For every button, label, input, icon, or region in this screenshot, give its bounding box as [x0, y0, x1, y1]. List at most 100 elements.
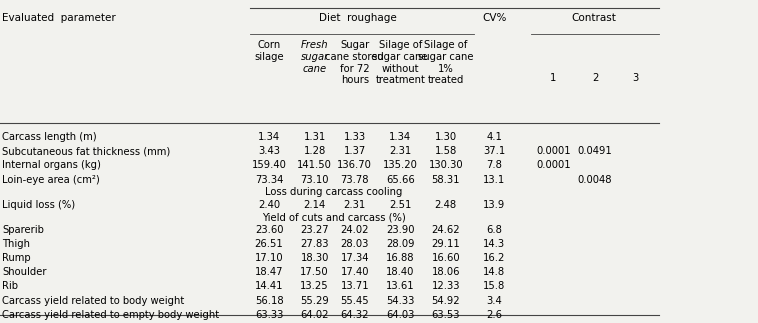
Text: Rib: Rib [2, 281, 18, 291]
Text: 18.47: 18.47 [255, 267, 283, 277]
Text: 14.8: 14.8 [483, 267, 506, 277]
Text: 159.40: 159.40 [252, 161, 287, 171]
Text: 136.70: 136.70 [337, 161, 372, 171]
Text: 23.90: 23.90 [386, 224, 415, 234]
Text: 64.02: 64.02 [300, 310, 329, 320]
Text: 24.62: 24.62 [431, 224, 460, 234]
Text: Diet  roughage: Diet roughage [319, 13, 396, 23]
Text: 64.32: 64.32 [340, 310, 369, 320]
Text: 17.40: 17.40 [340, 267, 369, 277]
Text: 73.78: 73.78 [340, 175, 369, 185]
Text: 2.51: 2.51 [389, 200, 412, 210]
Text: Yield of cuts and carcass (%): Yield of cuts and carcass (%) [262, 212, 406, 222]
Text: 0.0048: 0.0048 [578, 175, 612, 185]
Text: 18.40: 18.40 [386, 267, 415, 277]
Text: Corn
silage: Corn silage [254, 40, 284, 62]
Text: 63.33: 63.33 [255, 310, 283, 320]
Text: 23.60: 23.60 [255, 224, 283, 234]
Text: 1.30: 1.30 [434, 132, 457, 142]
Text: 73.10: 73.10 [300, 175, 329, 185]
Text: 14.3: 14.3 [483, 239, 506, 249]
Text: 16.2: 16.2 [483, 253, 506, 263]
Text: 3.4: 3.4 [487, 296, 502, 306]
Text: Carcass length (m): Carcass length (m) [2, 132, 97, 142]
Text: 28.03: 28.03 [340, 239, 369, 249]
Text: 15.8: 15.8 [483, 281, 506, 291]
Text: 2.31: 2.31 [343, 200, 366, 210]
Text: Carcass yield related to empty body weight: Carcass yield related to empty body weig… [2, 310, 219, 320]
Text: 4.1: 4.1 [487, 132, 502, 142]
Text: 14.41: 14.41 [255, 281, 283, 291]
Text: 29.11: 29.11 [431, 239, 460, 249]
Text: 27.83: 27.83 [300, 239, 329, 249]
Text: 2.31: 2.31 [389, 146, 412, 156]
Text: 12.33: 12.33 [431, 281, 460, 291]
Text: Silage of
sugar cane
1%
treated: Silage of sugar cane 1% treated [418, 40, 474, 85]
Text: Subcutaneous fat thickness (mm): Subcutaneous fat thickness (mm) [2, 146, 171, 156]
Text: 73.34: 73.34 [255, 175, 283, 185]
Text: Fresh
sugar
cane: Fresh sugar cane [300, 40, 329, 74]
Text: 55.45: 55.45 [340, 296, 369, 306]
Text: Shoulder: Shoulder [2, 267, 47, 277]
Text: Rump: Rump [2, 253, 31, 263]
Text: 1.34: 1.34 [389, 132, 412, 142]
Text: 17.10: 17.10 [255, 253, 283, 263]
Text: 0.0001: 0.0001 [536, 161, 571, 171]
Text: Loin-eye area (cm²): Loin-eye area (cm²) [2, 175, 100, 185]
Text: 37.1: 37.1 [483, 146, 506, 156]
Text: 3: 3 [632, 73, 638, 83]
Text: 1.28: 1.28 [303, 146, 326, 156]
Text: Thigh: Thigh [2, 239, 30, 249]
Text: 24.02: 24.02 [340, 224, 369, 234]
Text: 23.27: 23.27 [300, 224, 329, 234]
Text: 2.48: 2.48 [434, 200, 457, 210]
Text: Contrast: Contrast [572, 13, 617, 23]
Text: Internal organs (kg): Internal organs (kg) [2, 161, 101, 171]
Text: 13.1: 13.1 [483, 175, 506, 185]
Text: Carcass yield related to body weight: Carcass yield related to body weight [2, 296, 184, 306]
Text: Sugar
cane stored
for 72
hours: Sugar cane stored for 72 hours [325, 40, 384, 85]
Text: 7.8: 7.8 [487, 161, 502, 171]
Text: 54.33: 54.33 [386, 296, 415, 306]
Text: 130.30: 130.30 [428, 161, 463, 171]
Text: Liquid loss (%): Liquid loss (%) [2, 200, 75, 210]
Text: 2.40: 2.40 [258, 200, 280, 210]
Text: 1.37: 1.37 [343, 146, 366, 156]
Text: Silage of
sugar cane
without
treatment: Silage of sugar cane without treatment [372, 40, 428, 85]
Text: 63.53: 63.53 [431, 310, 460, 320]
Text: 1.58: 1.58 [434, 146, 457, 156]
Text: 13.25: 13.25 [300, 281, 329, 291]
Text: 16.88: 16.88 [386, 253, 415, 263]
Text: Evaluated  parameter: Evaluated parameter [2, 13, 115, 23]
Text: 0.0001: 0.0001 [536, 146, 571, 156]
Text: 1.33: 1.33 [343, 132, 366, 142]
Text: 54.92: 54.92 [431, 296, 460, 306]
Text: 55.29: 55.29 [300, 296, 329, 306]
Text: 1: 1 [550, 73, 556, 83]
Text: 28.09: 28.09 [386, 239, 415, 249]
Text: 2.14: 2.14 [303, 200, 326, 210]
Text: 13.61: 13.61 [386, 281, 415, 291]
Text: 17.34: 17.34 [340, 253, 369, 263]
Text: 13.71: 13.71 [340, 281, 369, 291]
Text: 64.03: 64.03 [386, 310, 415, 320]
Text: 18.30: 18.30 [300, 253, 329, 263]
Text: 65.66: 65.66 [386, 175, 415, 185]
Text: 135.20: 135.20 [383, 161, 418, 171]
Text: 17.50: 17.50 [300, 267, 329, 277]
Text: Sparerib: Sparerib [2, 224, 44, 234]
Text: 1.31: 1.31 [303, 132, 326, 142]
Text: 13.9: 13.9 [483, 200, 506, 210]
Text: 0.0491: 0.0491 [578, 146, 612, 156]
Text: 2.6: 2.6 [486, 310, 503, 320]
Text: 1.34: 1.34 [258, 132, 280, 142]
Text: Loss during carcass cooling: Loss during carcass cooling [265, 187, 402, 197]
Text: 2: 2 [592, 73, 598, 83]
Text: 6.8: 6.8 [487, 224, 502, 234]
Text: 58.31: 58.31 [431, 175, 460, 185]
Text: 18.06: 18.06 [431, 267, 460, 277]
Text: CV%: CV% [482, 13, 506, 23]
Text: 16.60: 16.60 [431, 253, 460, 263]
Text: 3.43: 3.43 [258, 146, 280, 156]
Text: 141.50: 141.50 [297, 161, 332, 171]
